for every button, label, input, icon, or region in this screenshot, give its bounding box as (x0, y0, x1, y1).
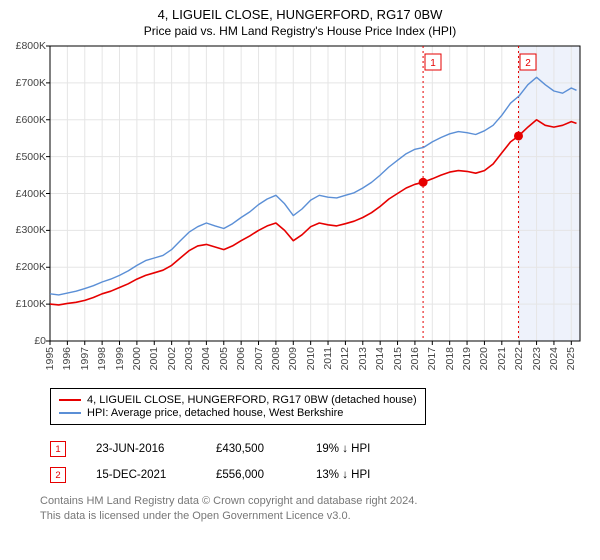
y-tick-label: £500K (0, 151, 48, 163)
x-tick-label: 2008 (270, 347, 282, 370)
y-tick-label: £600K (0, 114, 48, 126)
x-tick-label: 2007 (253, 347, 265, 370)
x-tick-label: 1995 (44, 347, 56, 370)
y-tick-label: £400K (0, 188, 48, 200)
chart-svg: 12 (50, 46, 580, 341)
legend-item: 4, LIGUEIL CLOSE, HUNGERFORD, RG17 0BW (… (59, 394, 417, 406)
x-tick-label: 2019 (461, 347, 473, 370)
x-tick-label: 1997 (79, 347, 91, 370)
sale-hpi-diff: 19% ↓ HPI (316, 443, 416, 455)
sale-row: 1 23-JUN-2016£430,50019% ↓ HPI (40, 438, 416, 460)
x-tick-label: 2004 (200, 347, 212, 370)
chart-title: 4, LIGUEIL CLOSE, HUNGERFORD, RG17 0BW (0, 0, 600, 24)
footer-line2: This data is licensed under the Open Gov… (40, 510, 351, 522)
legend-swatch (59, 399, 81, 401)
x-tick-label: 2003 (183, 347, 195, 370)
legend-label: 4, LIGUEIL CLOSE, HUNGERFORD, RG17 0BW (… (87, 394, 417, 406)
footer-attribution: Contains HM Land Registry data © Crown c… (40, 494, 417, 524)
x-tick-label: 1999 (114, 347, 126, 370)
footer-line1: Contains HM Land Registry data © Crown c… (40, 495, 417, 507)
sale-date: 23-JUN-2016 (96, 443, 216, 455)
x-tick-label: 2018 (444, 347, 456, 370)
chart: 12 (50, 46, 580, 341)
svg-text:2: 2 (525, 58, 531, 69)
x-tick-label: 2012 (339, 347, 351, 370)
x-tick-label: 1996 (61, 347, 73, 370)
sale-price: £556,000 (216, 469, 316, 481)
legend-swatch (59, 412, 81, 414)
x-tick-label: 2015 (392, 347, 404, 370)
x-tick-label: 2017 (426, 347, 438, 370)
svg-text:1: 1 (430, 58, 436, 69)
x-tick-label: 2016 (409, 347, 421, 370)
sale-date: 15-DEC-2021 (96, 469, 216, 481)
sale-number-badge: 2 (50, 467, 66, 483)
x-tick-label: 2025 (565, 347, 577, 370)
x-tick-label: 2001 (148, 347, 160, 370)
x-tick-label: 2013 (357, 347, 369, 370)
x-tick-label: 2021 (496, 347, 508, 370)
sale-hpi-diff: 13% ↓ HPI (316, 469, 416, 481)
x-tick-label: 2010 (305, 347, 317, 370)
x-tick-label: 2005 (218, 347, 230, 370)
y-tick-label: £0 (0, 335, 48, 347)
x-tick-label: 2002 (166, 347, 178, 370)
y-tick-label: £200K (0, 261, 48, 273)
y-tick-label: £800K (0, 40, 48, 52)
x-tick-label: 2020 (478, 347, 490, 370)
y-tick-label: £300K (0, 224, 48, 236)
x-tick-label: 2006 (235, 347, 247, 370)
x-tick-label: 2000 (131, 347, 143, 370)
legend: 4, LIGUEIL CLOSE, HUNGERFORD, RG17 0BW (… (50, 388, 426, 425)
y-tick-label: £100K (0, 298, 48, 310)
x-tick-label: 2022 (513, 347, 525, 370)
x-tick-label: 2023 (531, 347, 543, 370)
x-tick-label: 2009 (287, 347, 299, 370)
sale-price: £430,500 (216, 443, 316, 455)
x-tick-label: 2014 (374, 347, 386, 370)
x-tick-label: 2011 (322, 347, 334, 370)
legend-item: HPI: Average price, detached house, West… (59, 407, 417, 419)
x-tick-label: 1998 (96, 347, 108, 370)
x-tick-label: 2024 (548, 347, 560, 370)
chart-subtitle: Price paid vs. HM Land Registry's House … (0, 24, 600, 38)
sale-row: 2 15-DEC-2021£556,00013% ↓ HPI (40, 464, 416, 486)
legend-label: HPI: Average price, detached house, West… (87, 407, 343, 419)
sales-table: 1 23-JUN-2016£430,50019% ↓ HPI 2 15-DEC-202… (40, 434, 416, 490)
y-tick-label: £700K (0, 77, 48, 89)
sale-number-badge: 1 (50, 441, 66, 457)
